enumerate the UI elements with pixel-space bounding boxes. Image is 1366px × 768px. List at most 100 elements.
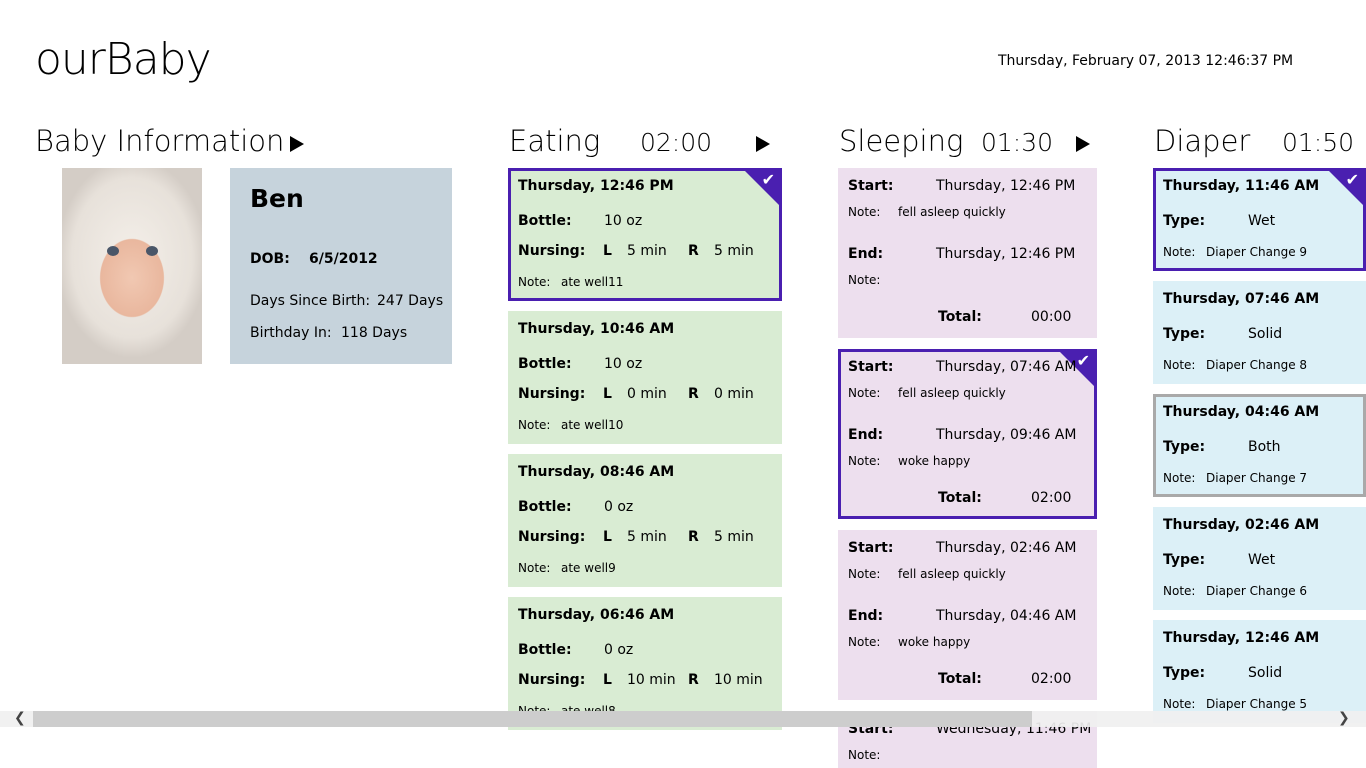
bottle-label: Bottle: [518, 356, 572, 372]
total-value: 00:00 [1031, 309, 1072, 325]
end-note: woke happy [898, 454, 971, 468]
diaper-card[interactable]: ✔ Thursday, 11:46 AM Type: Wet Note: Diaper C… [1153, 168, 1366, 271]
nursing-label: Nursing: [518, 386, 586, 402]
diaper-card[interactable]: Thursday, 04:46 AM Type: Both Note: Diaper C… [1153, 394, 1366, 497]
eating-arrow-icon[interactable] [756, 136, 770, 152]
right-label: R [688, 243, 699, 259]
diaper-header[interactable]: Diaper [1154, 124, 1251, 158]
start-value: Thursday, 07:46 AM [936, 359, 1077, 375]
left-label: L [603, 386, 612, 402]
nursing-label: Nursing: [518, 243, 586, 259]
type-value: Solid [1248, 326, 1283, 342]
left-value: 0 min [627, 386, 667, 402]
right-label: R [688, 672, 699, 688]
baby-name: Ben [250, 184, 304, 213]
nursing-label: Nursing: [518, 672, 586, 688]
scrollbar-thumb[interactable] [33, 711, 1032, 727]
eating-card[interactable]: ✔ Thursday, 12:46 PM Bottle: 10 oz Nursing: L… [508, 168, 782, 301]
photo-eye [107, 246, 119, 256]
left-label: L [603, 529, 612, 545]
days-since-value: 247 Days [377, 293, 444, 309]
note-value: Diaper Change 7 [1206, 471, 1308, 485]
note-label: Note: [1163, 358, 1196, 372]
note-label: Note: [1163, 697, 1196, 711]
scroll-left-icon[interactable]: ❮ [14, 710, 26, 726]
note-value: Diaper Change 8 [1206, 358, 1308, 372]
diaper-card[interactable]: Thursday, 12:46 AM Type: Solid Note: Diaper … [1153, 620, 1366, 723]
change-time: Thursday, 07:46 AM [1163, 291, 1320, 307]
note-label: Note: [848, 748, 881, 762]
dob-value: 6/5/2012 [309, 251, 378, 267]
type-label: Type: [1163, 326, 1206, 342]
feed-time: Thursday, 12:46 PM [518, 178, 674, 194]
end-value: Thursday, 09:46 AM [936, 427, 1077, 443]
type-value: Wet [1248, 552, 1276, 568]
change-time: Thursday, 12:46 AM [1163, 630, 1320, 646]
bottle-value: 0 oz [604, 642, 634, 658]
end-value: Thursday, 04:46 AM [936, 608, 1077, 624]
note-label: Note: [848, 273, 881, 287]
type-label: Type: [1163, 439, 1206, 455]
sleeping-header[interactable]: Sleeping [839, 124, 964, 158]
app-title: ourBaby [35, 34, 212, 85]
change-time: Thursday, 04:46 AM [1163, 404, 1320, 420]
note-value: Diaper Change 5 [1206, 697, 1308, 711]
note-value: Diaper Change 6 [1206, 584, 1308, 598]
start-note: fell asleep quickly [898, 567, 1006, 581]
nursing-label: Nursing: [518, 529, 586, 545]
diaper-card[interactable]: Thursday, 02:46 AM Type: Wet Note: Diaper Ch… [1153, 507, 1366, 610]
left-label: L [603, 243, 612, 259]
eating-header[interactable]: Eating [509, 124, 601, 158]
right-value: 0 min [714, 386, 754, 402]
note-label: Note: [1163, 245, 1196, 259]
note-label: Note: [518, 275, 551, 289]
diaper-elapsed: 01:50 [1282, 128, 1355, 157]
photo-eye [146, 246, 158, 256]
total-value: 02:00 [1031, 490, 1072, 506]
note-label: Note: [518, 561, 551, 575]
selected-check-icon: ✔ [745, 170, 779, 205]
start-value: Thursday, 02:46 AM [936, 540, 1077, 556]
type-value: Both [1248, 439, 1281, 455]
type-value: Solid [1248, 665, 1283, 681]
note-label: Note: [848, 454, 881, 468]
scroll-right-icon[interactable]: ❯ [1338, 710, 1350, 726]
selected-check-icon: ✔ [1329, 170, 1363, 205]
start-value: Thursday, 12:46 PM [936, 178, 1076, 194]
sleeping-card[interactable]: ✔ Start: Thursday, 07:46 AM Note: fell aslee… [838, 349, 1097, 519]
note-label: Note: [848, 386, 881, 400]
sleeping-card[interactable]: Start: Thursday, 02:46 AM Note: fell asleep… [838, 530, 1097, 700]
change-time: Thursday, 02:46 AM [1163, 517, 1320, 533]
total-label: Total: [938, 309, 982, 325]
bottle-value: 10 oz [604, 356, 643, 372]
note-value: ate well10 [561, 418, 624, 432]
type-label: Type: [1163, 213, 1206, 229]
current-datetime: Thursday, February 07, 2013 12:46:37 PM [998, 53, 1294, 69]
sleeping-arrow-icon[interactable] [1076, 136, 1090, 152]
note-label: Note: [848, 567, 881, 581]
note-value: ate well11 [561, 275, 624, 289]
end-label: End: [848, 246, 884, 262]
total-label: Total: [938, 671, 982, 687]
baby-info-arrow-icon[interactable] [290, 136, 304, 152]
eating-card[interactable]: Thursday, 08:46 AM Bottle: 0 oz Nursing: L 5 … [508, 454, 782, 587]
hub-content: Baby Information Ben DOB: 6/5/2012 Days … [35, 124, 1366, 768]
diaper-card[interactable]: Thursday, 07:46 AM Type: Solid Note: Diaper … [1153, 281, 1366, 384]
baby-info-header[interactable]: Baby Information [35, 124, 285, 158]
horizontal-scrollbar[interactable]: ❮ ❯ [0, 710, 1366, 727]
baby-photo [62, 168, 202, 364]
left-value: 10 min [627, 672, 676, 688]
end-label: End: [848, 608, 884, 624]
baby-info-card[interactable]: Ben DOB: 6/5/2012 Days Since Birth: 247 … [230, 168, 452, 364]
left-value: 5 min [627, 243, 667, 259]
dob-label: DOB: [250, 251, 290, 267]
eating-card[interactable]: Thursday, 06:46 AM Bottle: 0 oz Nursing: L 10… [508, 597, 782, 730]
bottle-value: 10 oz [604, 213, 643, 229]
type-value: Wet [1248, 213, 1276, 229]
start-label: Start: [848, 178, 894, 194]
sleeping-card[interactable]: Start: Thursday, 12:46 PM Note: fell asleep… [838, 168, 1097, 338]
note-value: ate well9 [561, 561, 616, 575]
eating-card[interactable]: Thursday, 10:46 AM Bottle: 10 oz Nursing: L 0… [508, 311, 782, 444]
note-label: Note: [1163, 471, 1196, 485]
left-label: L [603, 672, 612, 688]
